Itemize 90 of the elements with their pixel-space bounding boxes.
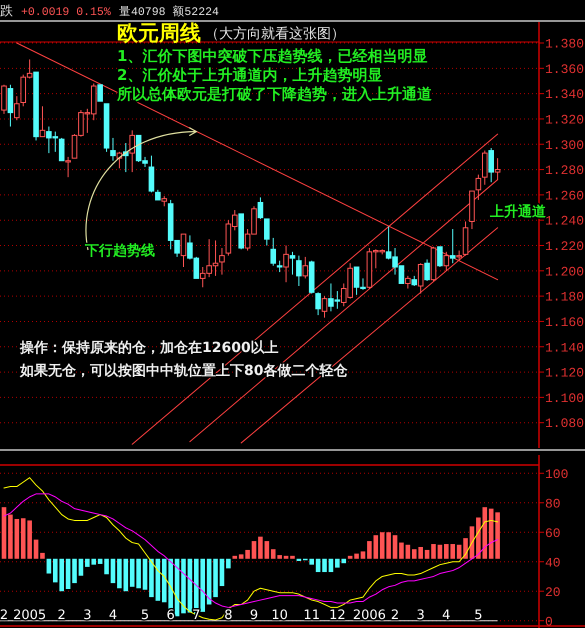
x-tick-label: 4 bbox=[442, 608, 450, 623]
bar bbox=[52, 558, 58, 582]
x-tick-label: 3 bbox=[416, 608, 425, 623]
x-tick-label: 12 bbox=[329, 608, 346, 623]
bar bbox=[85, 558, 90, 567]
annotation: 下行趋势线 bbox=[84, 243, 155, 259]
bar bbox=[482, 507, 488, 559]
bar bbox=[156, 558, 160, 601]
bar bbox=[59, 558, 64, 592]
y-tick-label: 1.200 bbox=[545, 264, 584, 280]
candlestick bbox=[283, 245, 289, 283]
y-tick-label: 1.080 bbox=[545, 416, 584, 432]
bar bbox=[277, 555, 282, 559]
bar bbox=[418, 546, 423, 559]
annotation: 1、汇价下图中突破下压趋势线，已经相当明显 bbox=[117, 47, 428, 65]
y-tick-label: 1.360 bbox=[545, 62, 584, 77]
bar bbox=[232, 556, 238, 559]
chart-subtitle: （大方向就看这张图） bbox=[205, 26, 345, 42]
x-tick-label: 2006 bbox=[352, 608, 386, 623]
y-tick-label: 100 bbox=[545, 466, 568, 482]
line-series bbox=[4, 493, 498, 608]
bar bbox=[380, 532, 385, 559]
x-tick-label: 4 bbox=[108, 608, 118, 623]
bar bbox=[335, 558, 340, 568]
bar bbox=[162, 558, 167, 602]
y-tick-label: 60 bbox=[545, 526, 561, 541]
candlestick bbox=[296, 255, 302, 286]
text: 跌 bbox=[0, 4, 13, 19]
x-tick-label: 2 bbox=[58, 608, 66, 623]
candlestick bbox=[450, 228, 456, 264]
bar bbox=[91, 558, 96, 565]
y-tick-label: 1.240 bbox=[545, 214, 584, 229]
x-tick-label: 3 bbox=[83, 608, 92, 623]
y-tick-label: 1.260 bbox=[545, 188, 584, 204]
bar bbox=[309, 558, 314, 565]
annotation: 2、汇价处于上升通道内，上升趋势明显 bbox=[117, 66, 382, 84]
bar bbox=[406, 544, 410, 559]
y-tick-label: 1.220 bbox=[545, 239, 584, 254]
x-tick-label: 5 bbox=[140, 608, 150, 623]
bar bbox=[123, 558, 128, 592]
bar bbox=[238, 554, 244, 559]
y-tick-label: 1.100 bbox=[545, 390, 584, 406]
y-tick-label: 1.320 bbox=[545, 112, 584, 128]
chart-title: 欧元周线 bbox=[117, 21, 201, 45]
y-tick-label: 1.180 bbox=[545, 290, 584, 305]
x-tick-label: 9 bbox=[250, 608, 258, 623]
candlestick bbox=[276, 260, 282, 273]
text: +0.0019 0.15% bbox=[21, 6, 111, 19]
x-tick-label: 6 bbox=[166, 608, 175, 623]
bar bbox=[444, 544, 449, 559]
candlestick bbox=[270, 237, 276, 266]
bar bbox=[348, 556, 352, 559]
y-tick-label: 1.120 bbox=[545, 366, 584, 381]
y-tick-label: 1.280 bbox=[545, 163, 584, 178]
bar bbox=[450, 544, 456, 559]
candlestick bbox=[129, 130, 136, 173]
bar bbox=[495, 512, 500, 559]
x-tick-label: 2 bbox=[390, 608, 400, 623]
y-tick-label: 1.160 bbox=[545, 314, 584, 330]
candlestick bbox=[494, 158, 500, 180]
y-tick-label: 20 bbox=[545, 584, 561, 600]
bar bbox=[20, 518, 26, 559]
bar bbox=[27, 520, 32, 559]
y-tick-label: 1.340 bbox=[545, 87, 584, 102]
x-tick-label: 10 bbox=[271, 608, 288, 623]
candlestick bbox=[219, 248, 225, 276]
bar bbox=[98, 558, 102, 564]
x-tick-label: 2 bbox=[0, 608, 8, 623]
candlestick bbox=[476, 174, 482, 200]
x-tick-label: 5 bbox=[474, 608, 483, 623]
y-tick-label: 80 bbox=[545, 496, 561, 512]
text: 量40798 额52224 bbox=[119, 4, 220, 19]
x-tick-label: 11 bbox=[303, 608, 320, 623]
bar bbox=[14, 518, 20, 559]
x-tick-label: 8 bbox=[224, 608, 233, 623]
bar bbox=[374, 535, 378, 559]
bar bbox=[130, 558, 135, 587]
bar bbox=[200, 558, 206, 612]
y-tick-label: 40 bbox=[545, 555, 561, 570]
bar bbox=[46, 558, 52, 574]
bar bbox=[264, 541, 270, 559]
y-tick-label: 1.380 bbox=[545, 36, 584, 52]
bar bbox=[270, 549, 276, 559]
candlestick bbox=[110, 137, 116, 162]
y-tick-label: 1.140 bbox=[545, 340, 584, 356]
y-tick-label: 1.300 bbox=[545, 138, 584, 153]
bar bbox=[412, 549, 417, 559]
y-tick-label: 0 bbox=[545, 614, 553, 628]
x-tick-label: 2005 bbox=[13, 608, 46, 623]
bar bbox=[488, 508, 494, 559]
